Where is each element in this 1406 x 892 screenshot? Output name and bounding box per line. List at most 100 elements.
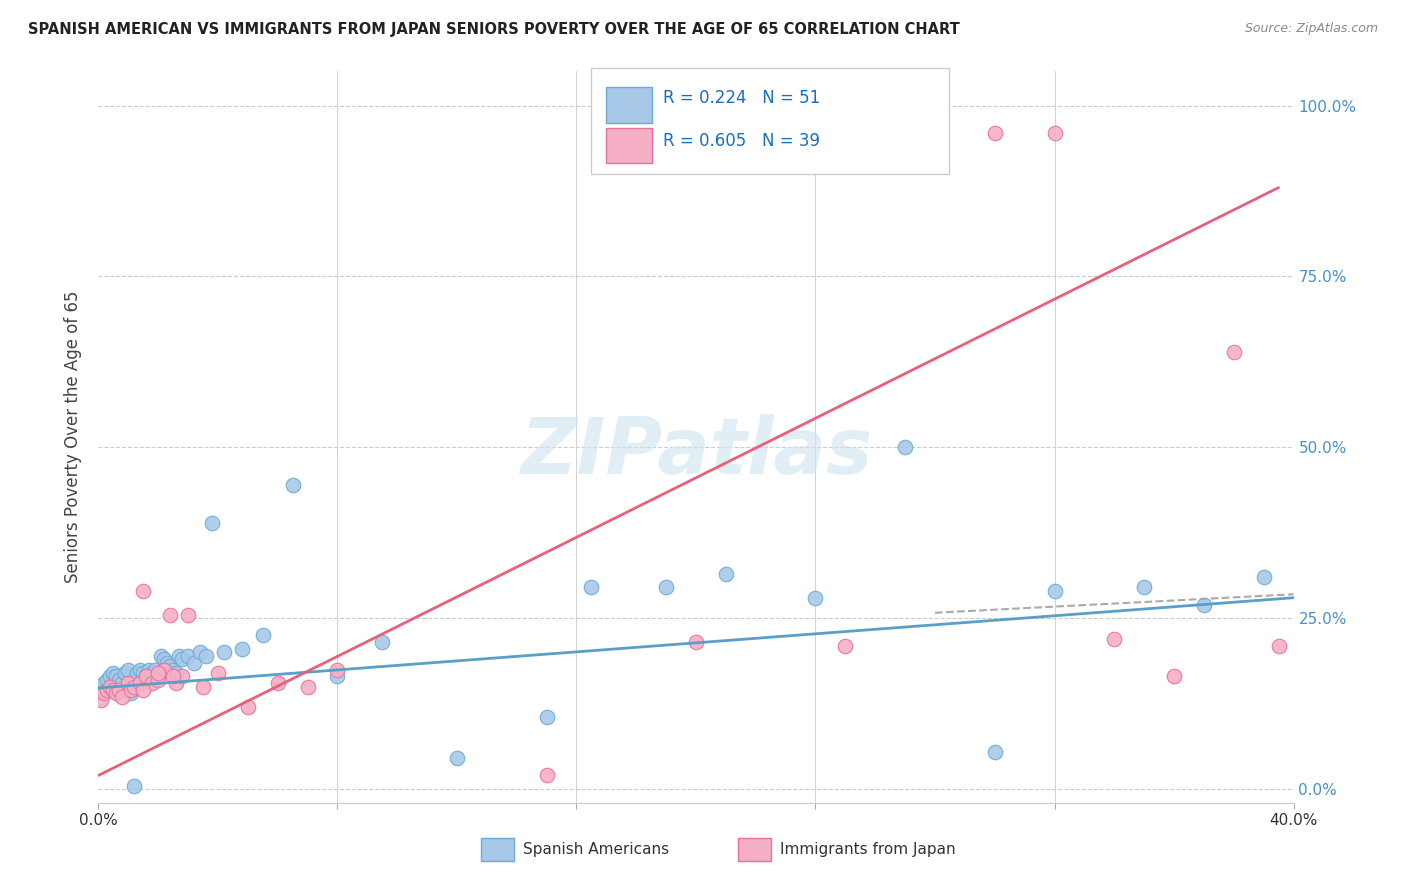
Point [804,591,827,605]
Point [984,745,1007,759]
Point [150,648,173,663]
Point [153,663,176,677]
Point [111,676,134,690]
Point [714,566,737,581]
Point [153,652,176,666]
Point [984,126,1007,140]
Y-axis label: Seniors Poverty Over the Age of 65: Seniors Poverty Over the Age of 65 [65,291,83,583]
Point [129,676,152,690]
Point [105,686,128,700]
Point [129,663,152,677]
Point [1192,598,1215,612]
Point [124,779,146,793]
Point [183,656,205,670]
Point [1043,126,1066,140]
Point [90,693,112,707]
Point [93,676,115,690]
Point [103,665,125,680]
Point [685,635,707,649]
Point [96,673,118,687]
Point [191,680,214,694]
Text: Source: ZipAtlas.com: Source: ZipAtlas.com [1244,22,1378,36]
Point [132,683,155,698]
Point [90,683,112,698]
Point [135,669,157,683]
Point [281,478,304,492]
Text: Spanish Americans: Spanish Americans [523,842,669,857]
Point [1104,632,1126,646]
Point [114,665,136,680]
Point [167,648,190,663]
Point [117,676,139,690]
FancyBboxPatch shape [481,838,515,862]
Point [1133,581,1156,595]
Point [1043,583,1066,598]
Point [1163,669,1185,683]
Point [156,656,179,670]
Point [132,583,155,598]
FancyBboxPatch shape [606,87,652,122]
Point [143,663,166,677]
Text: Immigrants from Japan: Immigrants from Japan [779,842,955,857]
Text: R = 0.224   N = 51: R = 0.224 N = 51 [662,89,820,107]
Point [103,683,125,698]
Point [120,686,142,700]
Point [93,686,115,700]
Text: ZIPatlas: ZIPatlas [520,414,872,490]
Point [108,673,131,687]
Point [1253,570,1275,584]
Point [120,683,142,698]
Point [326,663,349,677]
Point [446,751,468,765]
Point [148,665,170,680]
Point [655,581,678,595]
Point [297,680,319,694]
Point [201,516,224,530]
Point [141,665,163,680]
Point [111,690,134,704]
Point [536,710,558,724]
Point [100,669,122,683]
Point [124,680,146,694]
Point [132,665,155,680]
Point [236,700,259,714]
Point [162,663,184,677]
Point [1267,639,1289,653]
Point [207,665,229,680]
Point [177,607,200,622]
Point [127,665,149,680]
Point [581,581,603,595]
Point [162,669,184,683]
Text: SPANISH AMERICAN VS IMMIGRANTS FROM JAPAN SENIORS POVERTY OVER THE AGE OF 65 COR: SPANISH AMERICAN VS IMMIGRANTS FROM JAPA… [28,22,960,37]
Point [177,648,200,663]
FancyBboxPatch shape [606,128,652,162]
FancyBboxPatch shape [591,68,949,174]
FancyBboxPatch shape [738,838,772,862]
Point [894,440,917,454]
Point [141,676,163,690]
Point [159,607,181,622]
Point [159,659,181,673]
Point [326,669,349,683]
Point [188,645,211,659]
Point [195,648,218,663]
Point [212,645,235,659]
Point [108,683,131,698]
Point [834,639,856,653]
Point [117,663,139,677]
Point [138,663,160,677]
Point [100,680,122,694]
Point [165,665,187,680]
Point [536,768,558,782]
Point [252,628,274,642]
Point [172,669,194,683]
Point [148,673,170,687]
Point [105,669,128,683]
Point [96,683,118,698]
Point [371,635,394,649]
Point [165,676,187,690]
Point [148,669,170,683]
Text: R = 0.605   N = 39: R = 0.605 N = 39 [662,132,820,150]
Point [172,652,194,666]
Point [135,669,157,683]
